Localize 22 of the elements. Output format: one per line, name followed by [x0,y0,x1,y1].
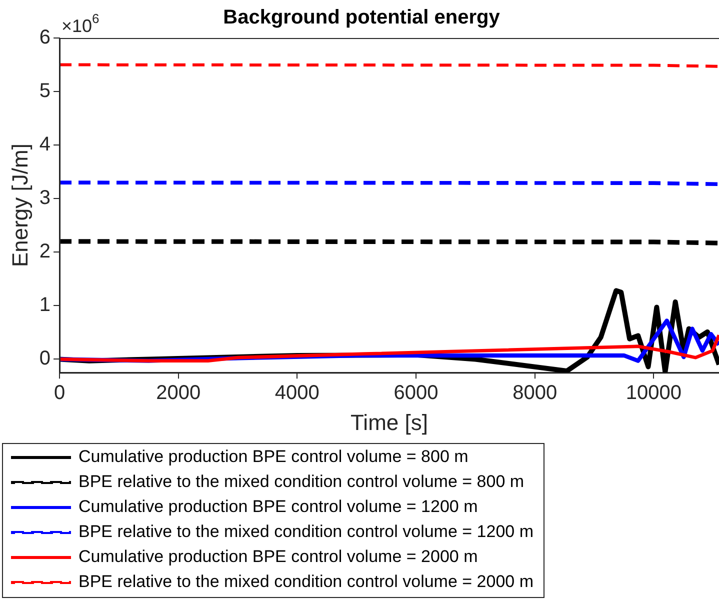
x-tick-label: 6000 [394,382,438,404]
y-tick-label: 4 [39,134,51,156]
legend-label: Cumulative production BPE control volume = 1200 m [78,497,478,516]
y-tick-label: 1 [39,294,51,316]
x-tick-label: 0 [54,382,66,404]
x-tick-label: 10000 [626,382,682,404]
x-axis-title: Time [s] [350,410,428,435]
legend-label: BPE relative to the mixed condition control volume = 800 m [78,472,524,492]
y-tick-label: 2 [39,240,51,263]
y-tick-label: 3 [39,187,51,210]
chart-title: Background potential energy [223,6,501,29]
x-tick-label: 2000 [156,382,201,404]
y-tick-label: 0 [39,348,51,370]
y-tick-label: 6 [39,26,51,49]
y-axis-title: Energy [J/m] [7,144,32,268]
legend-label: Cumulative production BPE control volume = 2000 m [78,547,478,566]
y-tick-label: 5 [39,80,51,102]
legend-label: BPE relative to the mixed condition control volume = 2000 m [78,572,534,592]
x-tick-label: 8000 [512,382,558,404]
x-tick-label: 4000 [274,382,320,404]
legend-label: Cumulative production BPE control volume = 800 m [78,447,468,466]
legend-label: BPE relative to the mixed condition control volume = 1200 m [78,522,534,542]
